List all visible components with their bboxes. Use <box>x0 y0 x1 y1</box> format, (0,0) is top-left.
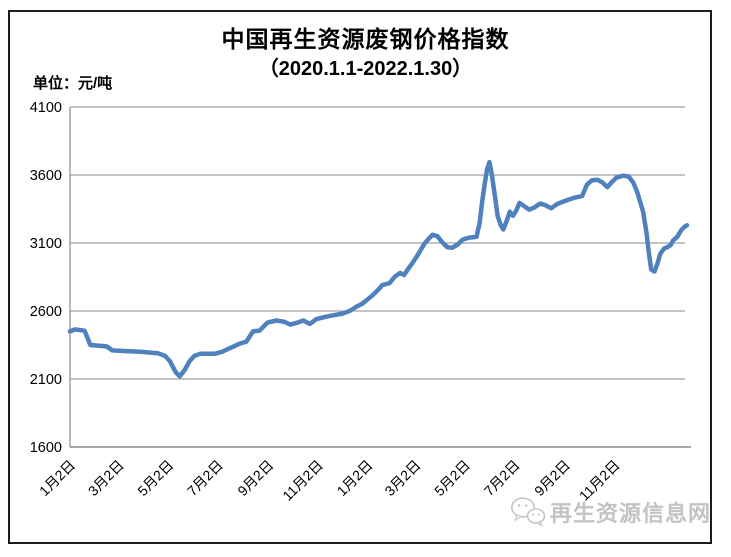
y-tick-label: 2100 <box>30 372 62 388</box>
chat-bubbles-icon <box>511 497 546 527</box>
axes <box>69 107 691 448</box>
x-tick-label: 11月2日 <box>279 457 326 504</box>
x-tick-label: 3月2日 <box>381 457 423 499</box>
y-tick-label: 2600 <box>30 304 62 320</box>
y-tick-label: 3600 <box>30 168 62 184</box>
border-frame <box>8 10 712 544</box>
x-tick-label: 3月2日 <box>85 457 127 499</box>
x-tick-label: 5月2日 <box>431 457 473 499</box>
x-tick-label: 5月2日 <box>134 457 176 499</box>
price-line <box>67 159 690 379</box>
watermark-text: 再生资源信息网 <box>550 501 712 526</box>
unit-label: 单位：元/吨 <box>33 75 113 92</box>
y-gridlines <box>70 106 685 448</box>
watermark: 再生资源信息网 <box>510 496 711 528</box>
x-tick-label: 9月2日 <box>531 457 573 499</box>
y-tick-label: 3100 <box>30 236 62 252</box>
x-tick-label: 7月2日 <box>481 457 523 499</box>
chart-title: 中国再生资源废钢价格指数 <box>221 26 510 52</box>
x-tick-label: 1月2日 <box>334 457 376 499</box>
x-tick-label: 9月2日 <box>234 457 276 499</box>
y-tick-label: 4100 <box>30 100 62 116</box>
chart-subtitle: （2020.1.1-2022.1.30） <box>258 58 473 80</box>
x-tick-label: 7月2日 <box>184 457 226 499</box>
x-tick-label: 1月2日 <box>36 457 78 499</box>
y-tick-label: 1600 <box>30 440 62 456</box>
y-axis-labels: 1600 2100 2600 3100 3600 4100 <box>30 100 62 456</box>
